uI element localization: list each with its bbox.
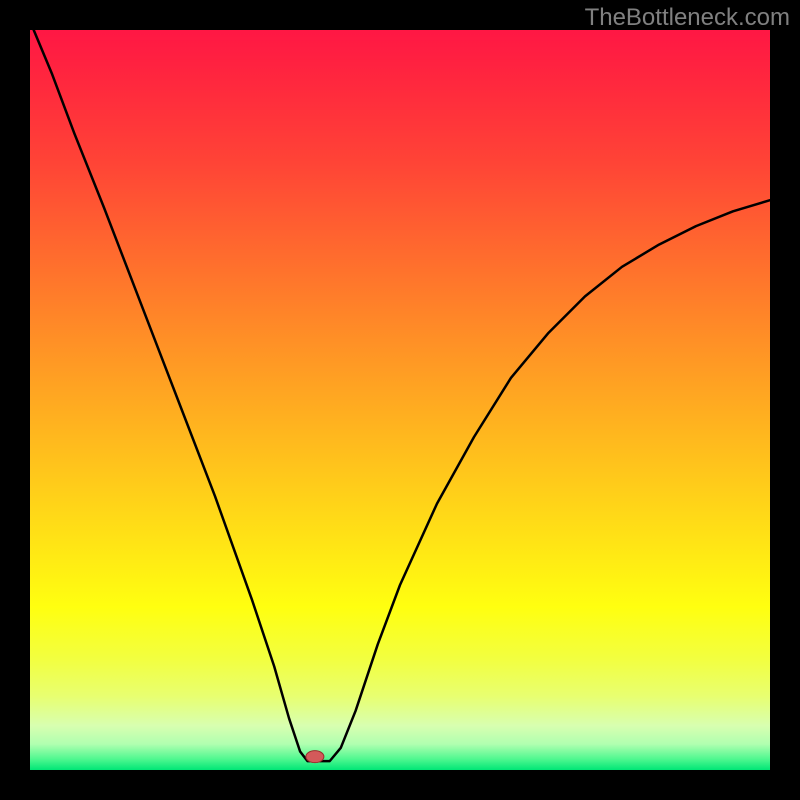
bottleneck-chart	[0, 0, 800, 800]
chart-plot-area	[30, 30, 770, 770]
chart-container: TheBottleneck.com	[0, 0, 800, 800]
optimal-point-marker	[306, 751, 324, 763]
watermark-text: TheBottleneck.com	[585, 4, 790, 32]
